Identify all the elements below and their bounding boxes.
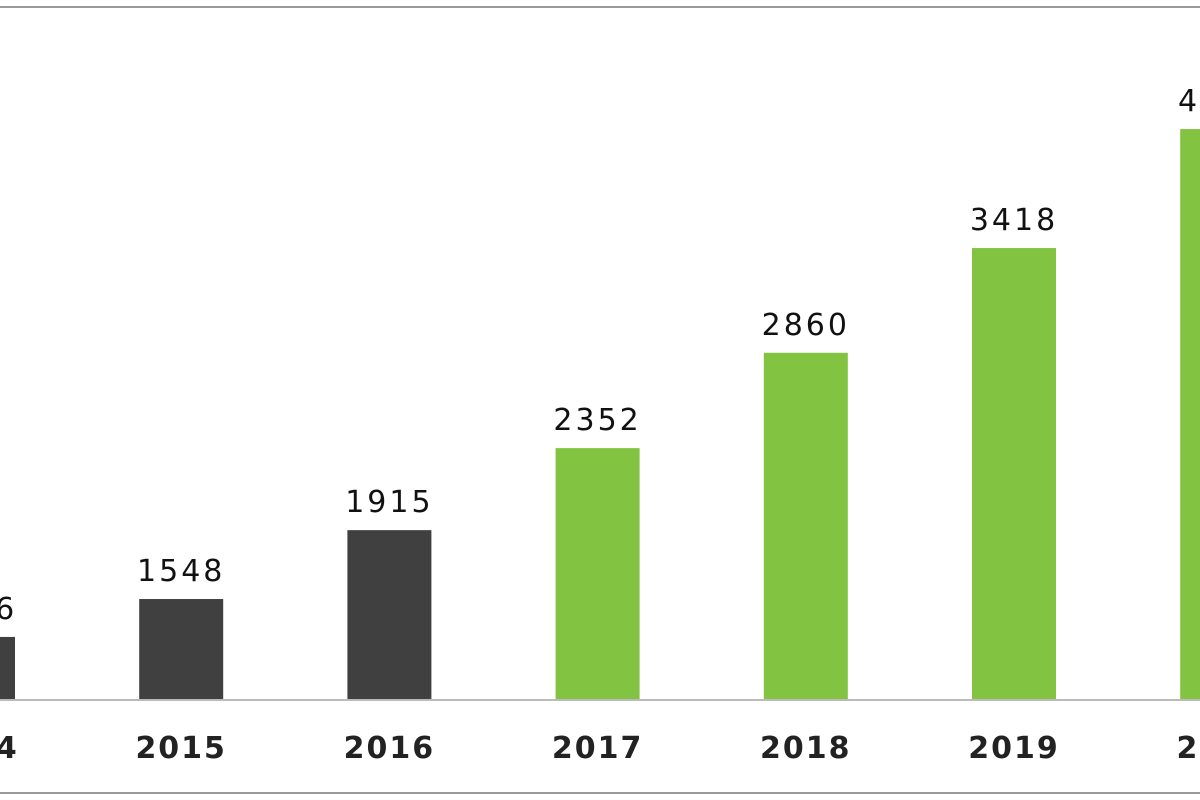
bar xyxy=(347,530,432,700)
x-tick-label: 2017 xyxy=(552,731,644,766)
bar xyxy=(139,599,224,700)
x-tick-label: 2015 xyxy=(135,731,227,766)
value-label: 2352 xyxy=(553,403,641,438)
x-tick-label: 2016 xyxy=(344,731,436,766)
x-tick-label: 2020 xyxy=(1176,731,1200,766)
value-label: 3418 xyxy=(970,203,1058,238)
x-tick-label: 2018 xyxy=(760,731,852,766)
value-label: 1915 xyxy=(345,485,433,520)
x-tick-label: 2014 xyxy=(0,731,19,766)
bar xyxy=(972,248,1056,700)
value-label: 4052 xyxy=(1178,84,1200,119)
value-label: 1346 xyxy=(0,592,17,627)
value-label: 1548 xyxy=(137,554,225,589)
value-label: 2860 xyxy=(762,308,850,343)
bar xyxy=(1180,129,1200,701)
bar xyxy=(0,636,15,700)
bar xyxy=(555,448,640,700)
x-tick-label: 2019 xyxy=(968,731,1060,766)
bar xyxy=(763,352,848,700)
